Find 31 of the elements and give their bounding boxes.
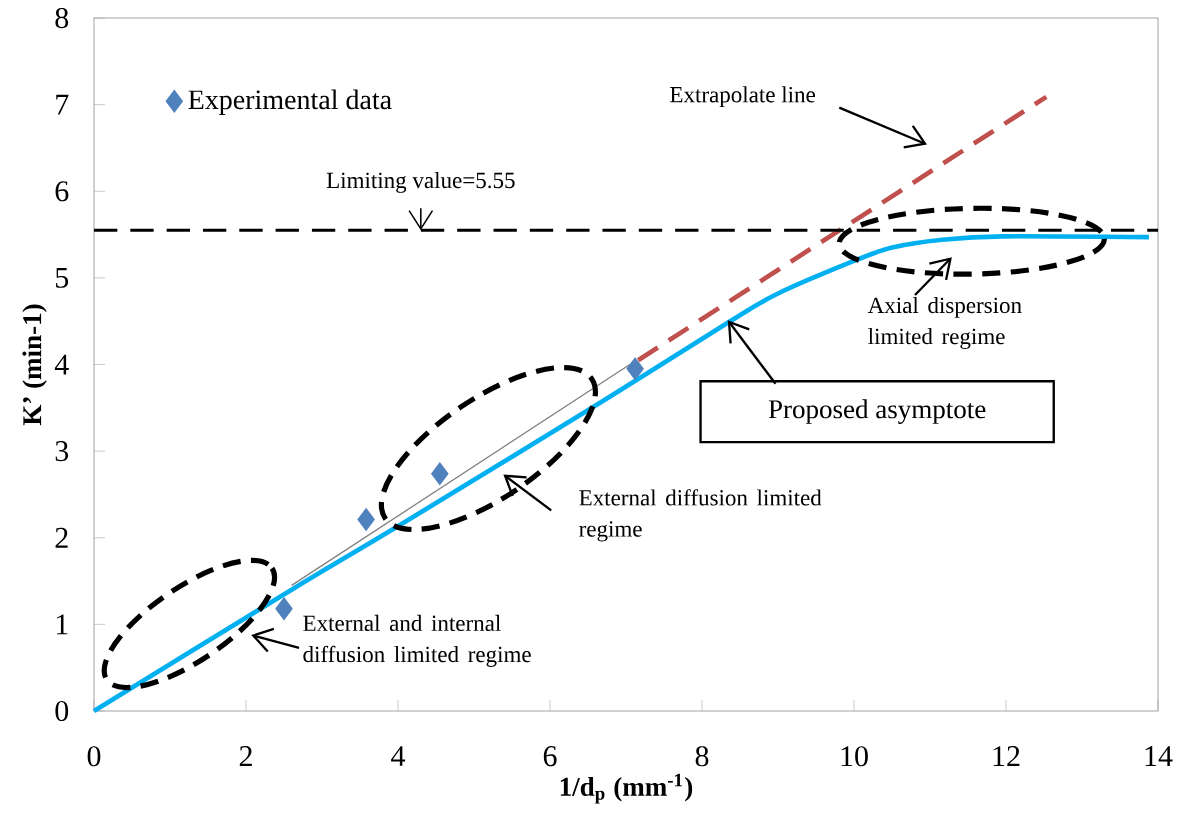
y-tick-label: 0	[55, 700, 69, 722]
point	[357, 508, 375, 531]
y-tick-label: 1	[56, 614, 68, 635]
point	[626, 357, 644, 381]
y-tick-label: 6	[55, 181, 69, 202]
x-tick-label: 4	[391, 746, 406, 766]
x-tick-label: 14	[1145, 746, 1173, 766]
line-series	[91, 233, 1152, 714]
point	[275, 597, 293, 621]
x-tick-label: 10	[841, 746, 868, 767]
annotation: Proposed asymptote	[768, 399, 986, 424]
point	[431, 462, 449, 486]
x-axis-title: 1/d$_{p}$ (mm$^{-1}$)	[560, 773, 693, 804]
annotation: Extrapolate line	[670, 86, 815, 108]
legend-label: Experimental data	[188, 89, 392, 115]
y-tick-label: 2	[55, 527, 68, 548]
y-tick-label: 3	[55, 441, 69, 462]
x-tick-label: 2	[239, 746, 252, 766]
x-tick-label: 8	[695, 746, 709, 767]
x-tick-label: 0	[87, 746, 101, 767]
y-axis-title: K’ (min-1)	[22, 304, 47, 426]
annotation: External and internal diffusion limited regime	[303, 614, 531, 667]
x-tick-label: 12	[993, 746, 1020, 766]
y-tick-label: 7	[56, 94, 69, 115]
y-tick-label: 4	[54, 354, 69, 375]
ref-line-label: Limiting value=5.55	[326, 171, 515, 193]
x-tick-label: 6	[543, 746, 557, 767]
y-tick-label: 8	[55, 7, 69, 29]
annotation: Axial dispersion limited regime	[867, 296, 1022, 349]
y-tick-label: 5	[56, 267, 69, 288]
annotation: External diffusion limited regime	[579, 489, 822, 542]
